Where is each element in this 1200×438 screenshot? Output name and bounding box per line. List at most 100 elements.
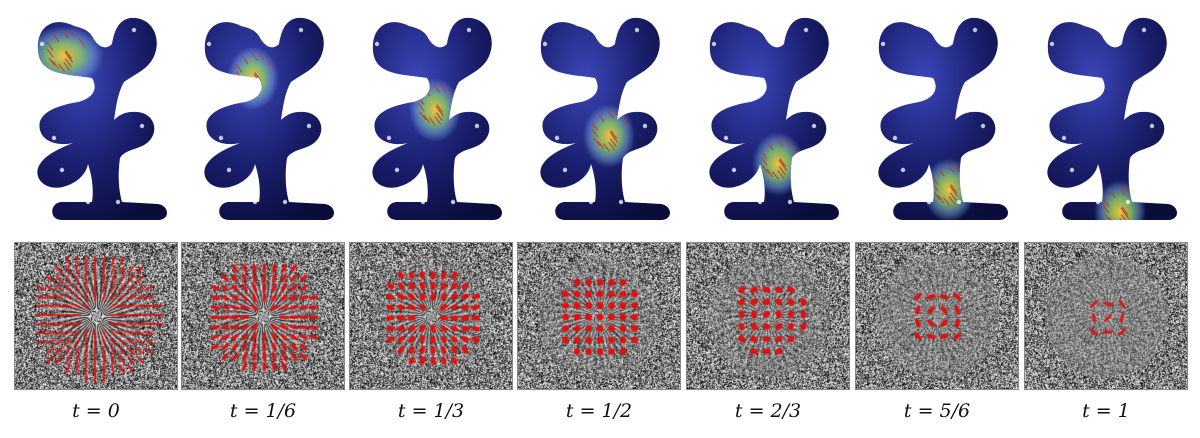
specular-highlight: [290, 107, 296, 113]
specular-highlight: [723, 135, 729, 141]
field-line: [235, 64, 243, 73]
field-line: [66, 54, 74, 63]
field-line: [591, 128, 599, 138]
specular-highlight: [374, 41, 380, 47]
specular-highlight: [731, 167, 737, 173]
column-caption: t = 1/3: [397, 400, 465, 422]
column-caption: t = 1/6: [229, 400, 297, 422]
field-line: [247, 85, 254, 94]
field-line: [610, 130, 618, 139]
field-line: [1134, 194, 1142, 203]
field-line: [65, 50, 73, 59]
field-line: [772, 171, 779, 180]
specular-highlight: [386, 135, 392, 141]
field-line: [778, 166, 786, 175]
figure-column: t = 1/2: [517, 0, 681, 438]
field-line: [1108, 216, 1116, 221]
specular-highlight: [956, 199, 962, 205]
field-line: [762, 165, 770, 175]
figure-column: t = 1/6: [181, 0, 345, 438]
field-line: [78, 38, 86, 47]
field-line: [593, 137, 601, 147]
column-caption: t = 1: [1082, 400, 1130, 422]
field-line: [241, 82, 249, 92]
texture-canvas: [1025, 243, 1187, 389]
specular-highlight: [972, 27, 978, 33]
specular-highlight: [252, 199, 258, 205]
figure-column: t = 1/3: [349, 0, 513, 438]
field-line: [1102, 204, 1110, 214]
specular-highlight: [542, 41, 548, 47]
specular-highlight: [1141, 27, 1147, 33]
shape-body: [204, 17, 334, 221]
field-line: [1119, 217, 1127, 221]
field-line: [963, 172, 971, 181]
field-line: [417, 102, 425, 112]
shape-heat-region: [227, 46, 280, 111]
field-line: [439, 83, 447, 93]
shape-heat-region: [37, 26, 104, 86]
specular-highlight: [59, 167, 65, 173]
field-line: [931, 176, 939, 185]
texture-panel: [517, 242, 681, 390]
field-line: [760, 150, 768, 159]
specular-highlight: [123, 107, 129, 113]
field-line: [437, 108, 445, 117]
shape-render: [372, 17, 502, 221]
texture-panel: [1024, 242, 1188, 390]
specular-highlight: [51, 135, 57, 141]
texture-panel: [855, 242, 1019, 390]
field-line: [52, 33, 60, 43]
field-line: [253, 80, 261, 89]
specular-highlight: [458, 107, 464, 113]
figure-column: t = 5/6: [855, 0, 1019, 438]
shape-heat-region: [1094, 180, 1146, 221]
field-line: [591, 122, 599, 131]
field-line: [436, 104, 444, 113]
field-line: [1114, 219, 1121, 221]
texture-canvas: [15, 243, 177, 389]
specular-highlight: [803, 27, 809, 33]
field-line: [609, 138, 617, 147]
specular-highlight: [588, 199, 594, 205]
specular-highlight: [980, 123, 986, 129]
column-caption: t = 5/6: [903, 400, 971, 422]
specular-highlight: [131, 27, 137, 33]
specular-highlight: [900, 167, 906, 173]
specular-highlight: [474, 123, 480, 129]
texture-canvas: [350, 243, 512, 389]
shape-render: [709, 17, 839, 221]
figure-column: t = 1: [1024, 0, 1188, 438]
field-line: [267, 60, 275, 69]
specular-highlight: [139, 123, 145, 129]
field-line: [779, 158, 787, 167]
field-line: [257, 51, 265, 61]
texture-canvas: [182, 243, 344, 389]
field-line: [1122, 210, 1130, 219]
specular-highlight: [811, 123, 817, 129]
figure-column: t = 2/3: [686, 0, 850, 438]
shape-heat-region: [583, 104, 635, 168]
field-line: [949, 192, 957, 201]
field-line: [607, 110, 614, 119]
field-line: [64, 58, 72, 67]
column-caption: t = 0: [72, 400, 120, 422]
specular-highlight: [450, 199, 456, 205]
specular-highlight: [420, 199, 426, 205]
column-caption: t = 2/3: [734, 400, 802, 422]
field-line: [623, 118, 631, 127]
specular-highlight: [626, 107, 632, 113]
field-line: [1118, 186, 1125, 195]
specular-highlight: [115, 199, 121, 205]
shape-render: [878, 17, 1008, 221]
shape-render: [204, 17, 334, 221]
specular-highlight: [880, 41, 886, 47]
specular-highlight: [618, 199, 624, 205]
specular-highlight: [787, 199, 793, 205]
field-line: [948, 195, 956, 205]
field-line: [766, 168, 774, 178]
field-line: [419, 111, 427, 121]
shape-render: [1047, 17, 1177, 221]
specular-highlight: [1149, 123, 1155, 129]
field-line: [435, 112, 443, 121]
